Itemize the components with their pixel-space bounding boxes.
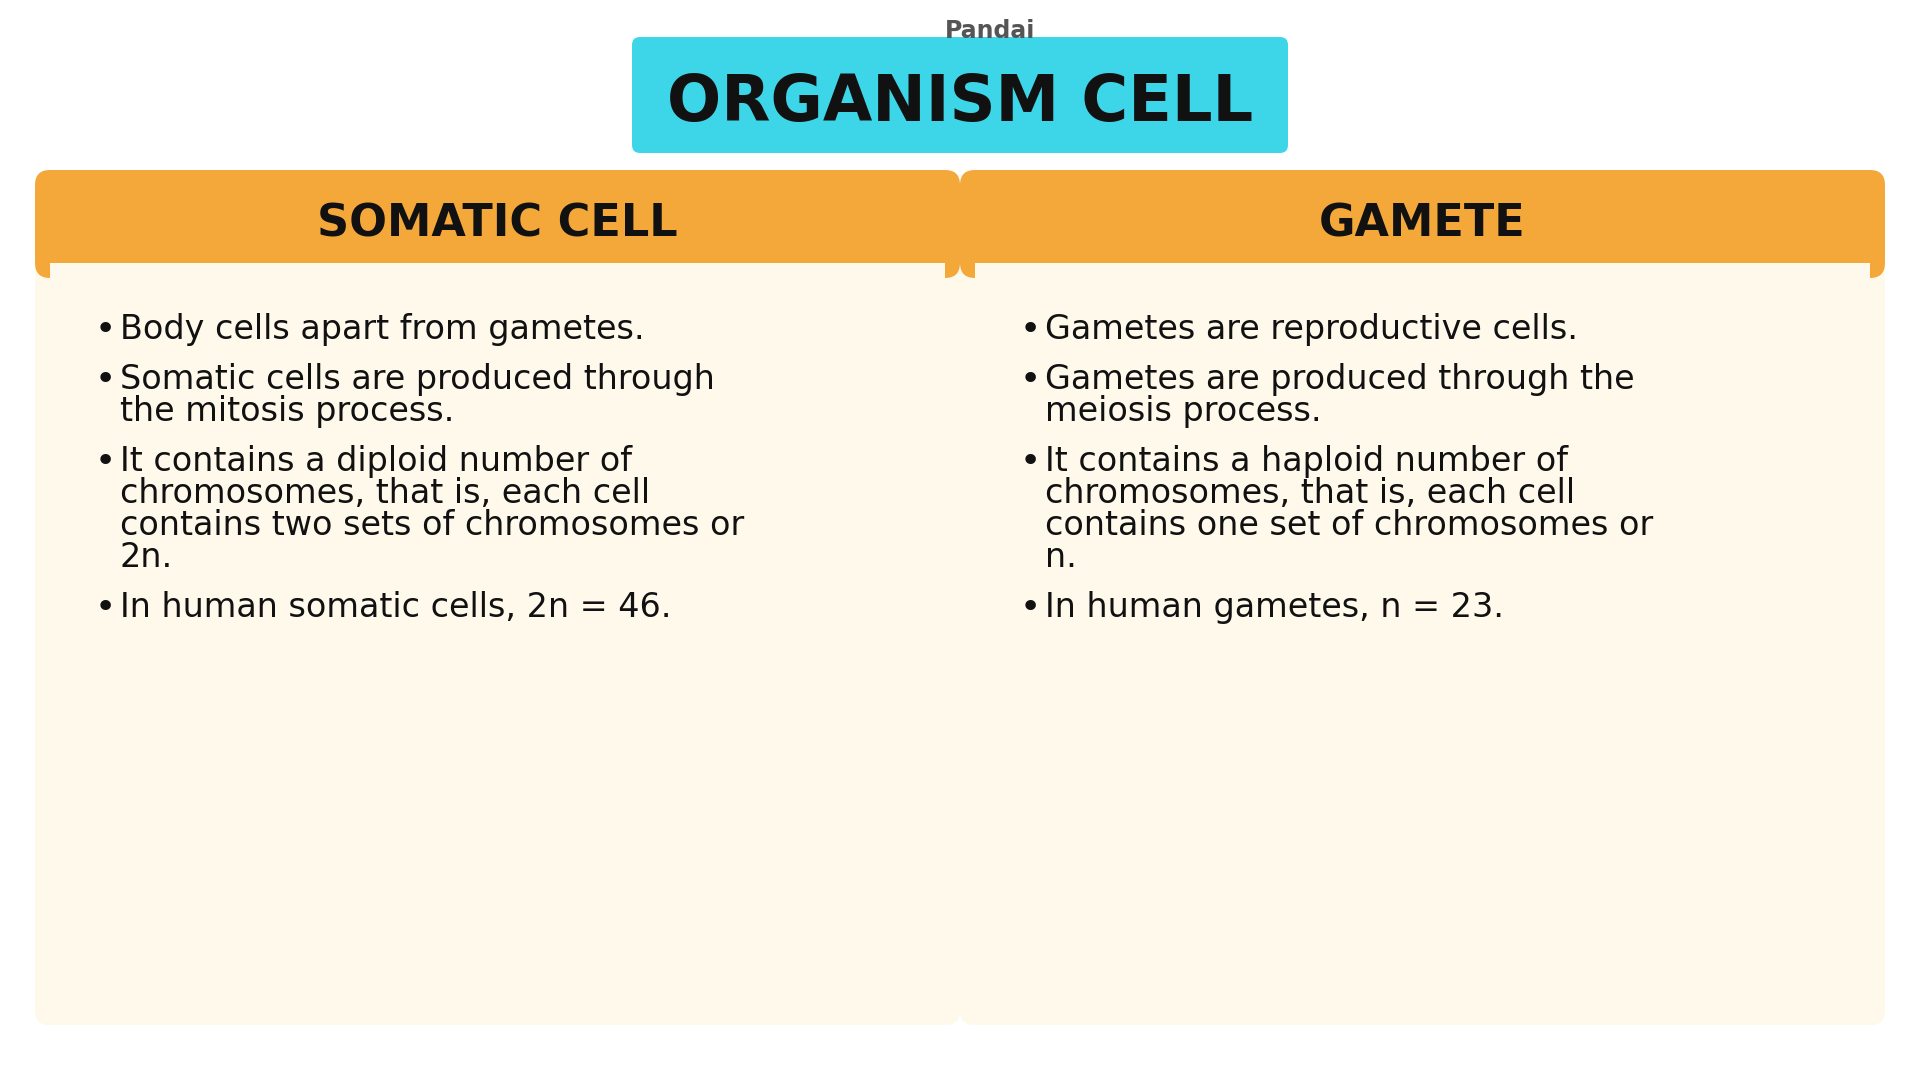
- Text: •: •: [1020, 591, 1041, 625]
- FancyBboxPatch shape: [975, 224, 1870, 268]
- Text: In human gametes, n = 23.: In human gametes, n = 23.: [1044, 591, 1503, 624]
- Text: It contains a diploid number of: It contains a diploid number of: [119, 445, 632, 478]
- Text: •: •: [1020, 445, 1041, 480]
- FancyBboxPatch shape: [50, 264, 945, 1010]
- Text: •: •: [94, 445, 115, 480]
- FancyBboxPatch shape: [35, 170, 960, 278]
- FancyBboxPatch shape: [632, 37, 1288, 153]
- Text: SOMATIC CELL: SOMATIC CELL: [317, 203, 678, 245]
- FancyBboxPatch shape: [960, 170, 1885, 1025]
- Text: meiosis process.: meiosis process.: [1044, 395, 1321, 428]
- Text: 2n.: 2n.: [119, 541, 173, 573]
- Text: Gametes are reproductive cells.: Gametes are reproductive cells.: [1044, 313, 1578, 346]
- Text: chromosomes, that is, each cell: chromosomes, that is, each cell: [1044, 477, 1574, 510]
- Text: Body cells apart from gametes.: Body cells apart from gametes.: [119, 313, 645, 346]
- Text: contains two sets of chromosomes or: contains two sets of chromosomes or: [119, 509, 745, 542]
- Text: Gametes are produced through the: Gametes are produced through the: [1044, 363, 1634, 396]
- Text: •: •: [1020, 363, 1041, 397]
- Text: ORGANISM CELL: ORGANISM CELL: [666, 72, 1254, 134]
- FancyBboxPatch shape: [960, 955, 1885, 1025]
- FancyBboxPatch shape: [35, 170, 960, 1025]
- Text: •: •: [1020, 313, 1041, 347]
- Text: n.: n.: [1044, 541, 1077, 573]
- Text: Pandai: Pandai: [945, 19, 1035, 43]
- FancyBboxPatch shape: [960, 170, 1885, 278]
- FancyBboxPatch shape: [975, 264, 1870, 1010]
- Text: GAMETE: GAMETE: [1319, 203, 1526, 245]
- Text: •: •: [94, 313, 115, 347]
- Text: the mitosis process.: the mitosis process.: [119, 395, 455, 428]
- Text: In human somatic cells, 2n = 46.: In human somatic cells, 2n = 46.: [119, 591, 672, 624]
- Text: •: •: [94, 363, 115, 397]
- FancyBboxPatch shape: [50, 224, 945, 268]
- FancyBboxPatch shape: [35, 955, 960, 1025]
- Text: Somatic cells are produced through: Somatic cells are produced through: [119, 363, 714, 396]
- Text: It contains a haploid number of: It contains a haploid number of: [1044, 445, 1569, 478]
- Text: chromosomes, that is, each cell: chromosomes, that is, each cell: [119, 477, 651, 510]
- Text: contains one set of chromosomes or: contains one set of chromosomes or: [1044, 509, 1653, 542]
- Text: •: •: [94, 591, 115, 625]
